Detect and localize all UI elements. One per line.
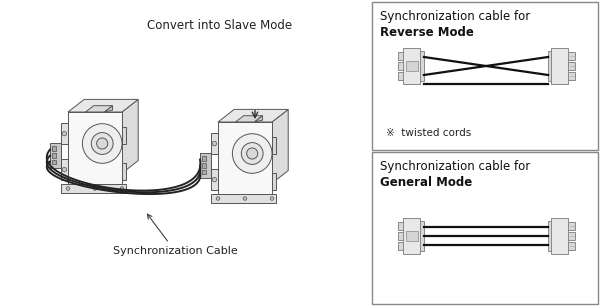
Polygon shape <box>236 116 263 122</box>
FancyBboxPatch shape <box>68 112 122 184</box>
Circle shape <box>120 187 124 190</box>
FancyBboxPatch shape <box>52 146 56 151</box>
FancyBboxPatch shape <box>398 232 403 240</box>
FancyBboxPatch shape <box>403 218 421 254</box>
Circle shape <box>243 197 247 200</box>
FancyBboxPatch shape <box>202 163 206 168</box>
FancyBboxPatch shape <box>548 221 551 251</box>
FancyBboxPatch shape <box>202 156 206 161</box>
FancyBboxPatch shape <box>122 127 127 144</box>
Text: Synchronization cable for: Synchronization cable for <box>380 160 530 173</box>
Circle shape <box>93 187 97 190</box>
Text: Synchronization cable for: Synchronization cable for <box>380 10 530 23</box>
FancyBboxPatch shape <box>61 159 68 181</box>
FancyBboxPatch shape <box>568 62 575 70</box>
FancyBboxPatch shape <box>398 222 403 230</box>
Text: ※  twisted cords: ※ twisted cords <box>386 128 471 138</box>
Circle shape <box>212 177 217 182</box>
Circle shape <box>247 148 258 159</box>
Text: Reverse Mode: Reverse Mode <box>380 26 474 39</box>
Polygon shape <box>68 99 138 112</box>
FancyBboxPatch shape <box>272 137 277 155</box>
FancyBboxPatch shape <box>403 48 421 84</box>
Text: General Mode: General Mode <box>380 176 472 189</box>
FancyBboxPatch shape <box>568 222 575 230</box>
FancyBboxPatch shape <box>211 194 277 203</box>
FancyBboxPatch shape <box>406 231 418 241</box>
FancyBboxPatch shape <box>406 61 418 71</box>
FancyBboxPatch shape <box>568 232 575 240</box>
FancyBboxPatch shape <box>272 173 277 190</box>
FancyBboxPatch shape <box>568 242 575 250</box>
Circle shape <box>62 167 67 172</box>
FancyBboxPatch shape <box>372 2 598 150</box>
FancyBboxPatch shape <box>551 218 568 254</box>
FancyBboxPatch shape <box>218 122 272 194</box>
FancyBboxPatch shape <box>52 160 56 164</box>
Circle shape <box>216 197 220 200</box>
Circle shape <box>82 124 122 163</box>
Circle shape <box>232 134 272 173</box>
FancyBboxPatch shape <box>52 153 56 158</box>
Polygon shape <box>254 116 263 122</box>
Text: Synchronization Cable: Synchronization Cable <box>113 214 238 256</box>
FancyBboxPatch shape <box>398 52 403 60</box>
Polygon shape <box>272 110 288 183</box>
Polygon shape <box>86 106 113 112</box>
FancyBboxPatch shape <box>548 51 551 81</box>
FancyBboxPatch shape <box>122 163 127 181</box>
Circle shape <box>91 132 113 155</box>
FancyBboxPatch shape <box>568 72 575 80</box>
Polygon shape <box>122 99 138 173</box>
FancyBboxPatch shape <box>202 170 206 174</box>
FancyBboxPatch shape <box>211 169 218 190</box>
FancyBboxPatch shape <box>568 52 575 60</box>
FancyBboxPatch shape <box>398 62 403 70</box>
FancyBboxPatch shape <box>50 143 61 168</box>
Circle shape <box>97 138 108 149</box>
Text: Convert into Slave Mode: Convert into Slave Mode <box>148 19 293 32</box>
Polygon shape <box>104 106 113 112</box>
FancyBboxPatch shape <box>551 48 568 84</box>
FancyBboxPatch shape <box>61 123 68 144</box>
FancyBboxPatch shape <box>398 242 403 250</box>
FancyBboxPatch shape <box>211 133 218 155</box>
Polygon shape <box>218 110 288 122</box>
FancyBboxPatch shape <box>372 152 598 304</box>
FancyBboxPatch shape <box>200 153 211 178</box>
Circle shape <box>241 143 263 164</box>
FancyBboxPatch shape <box>398 72 403 80</box>
FancyBboxPatch shape <box>421 51 424 81</box>
Circle shape <box>212 141 217 146</box>
FancyBboxPatch shape <box>61 184 127 193</box>
Circle shape <box>62 131 67 136</box>
Circle shape <box>66 187 70 190</box>
Circle shape <box>270 197 274 200</box>
FancyBboxPatch shape <box>421 221 424 251</box>
